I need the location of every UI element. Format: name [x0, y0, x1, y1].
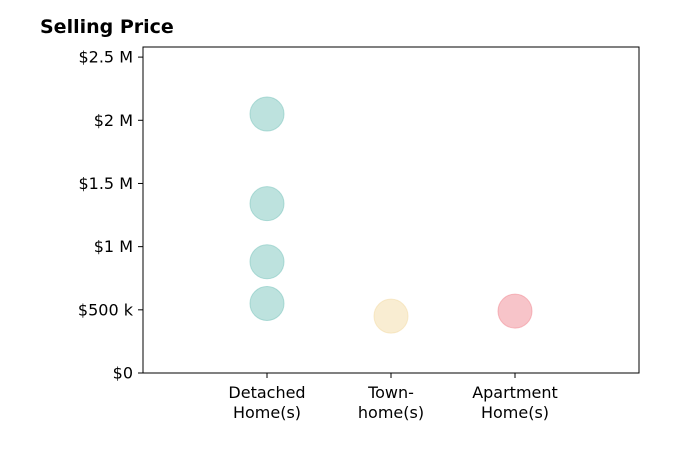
- data-point: [249, 186, 285, 222]
- data-point: [497, 293, 533, 329]
- data-point: [249, 244, 285, 280]
- x-tick-label: Town-: [367, 383, 414, 402]
- y-tick-label: $1 M: [94, 237, 133, 256]
- chart-title: Selling Price: [40, 16, 174, 38]
- data-point: [249, 286, 285, 322]
- x-axis: DetachedHome(s)Town-home(s)ApartmentHome…: [228, 373, 558, 422]
- x-tick-label: Home(s): [481, 403, 549, 422]
- data-point: [249, 96, 285, 132]
- data-point: [373, 298, 409, 334]
- y-tick-label: $500 k: [78, 300, 134, 319]
- data-points: [249, 96, 533, 334]
- y-axis: $0 $500 k $1 M $1.5 M $2 M $2.5 M: [78, 48, 143, 383]
- y-tick-label: $2 M: [94, 111, 133, 130]
- x-tick-label: home(s): [358, 403, 424, 422]
- x-tick-label: Apartment: [472, 383, 558, 402]
- y-tick-label: $0: [113, 364, 133, 383]
- x-tick-label: Detached: [228, 383, 305, 402]
- y-tick-label: $2.5 M: [78, 48, 133, 67]
- y-tick-label: $1.5 M: [78, 174, 133, 193]
- x-tick-label: Home(s): [233, 403, 301, 422]
